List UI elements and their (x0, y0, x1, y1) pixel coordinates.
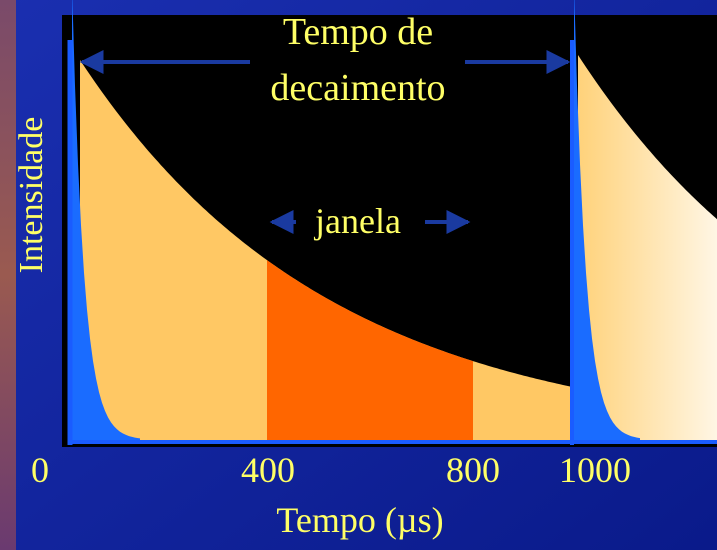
x-tick-label: 0 (31, 450, 49, 490)
decay-area (578, 55, 717, 440)
pulse-area (72, 0, 140, 440)
x-tick-label: 400 (241, 450, 295, 490)
y-axis-label: Intensidade (13, 117, 50, 274)
decay-area (80, 60, 570, 440)
x-axis-label: Tempo (µs) (276, 500, 443, 540)
window-label: janela (313, 201, 401, 241)
edge-strip (0, 0, 16, 550)
window-area (267, 260, 473, 440)
x-tick-label: 1000 (559, 450, 631, 490)
title-line: decaimento (270, 67, 445, 109)
x-tick-label: 800 (446, 450, 500, 490)
pulse-area (574, 0, 640, 440)
title-line: Tempo de (283, 11, 433, 53)
